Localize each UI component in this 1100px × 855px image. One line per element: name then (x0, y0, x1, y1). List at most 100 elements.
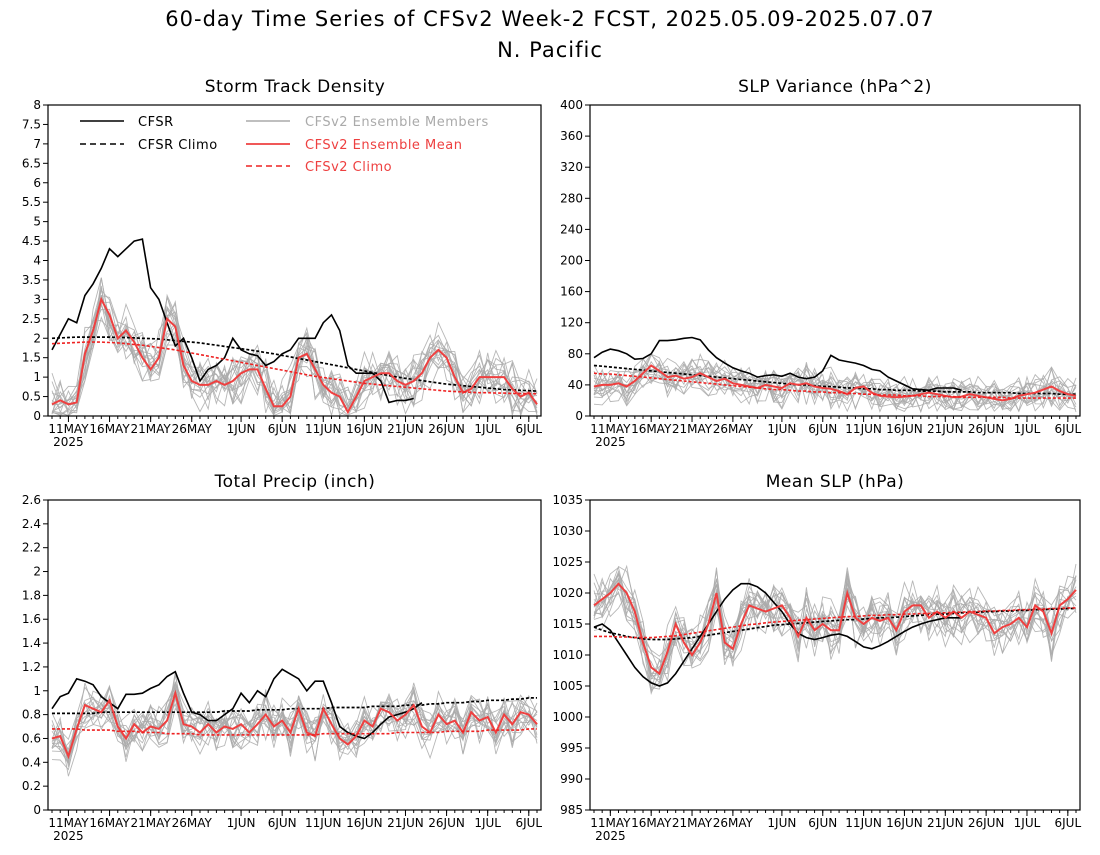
x-tick-label: 21MAY (672, 422, 713, 436)
x-tick-label: 1JUN (767, 816, 796, 830)
ensemble-member-line (593, 575, 1077, 684)
x-tick-label: 26JUN (428, 422, 465, 436)
y-tick-label: 1.5 (22, 351, 41, 365)
y-tick-label: 400 (560, 98, 583, 112)
x-year-label: 2025 (595, 829, 626, 843)
x-tick-label: 21JUN (387, 816, 424, 830)
x-tick-label: 1JUN (227, 816, 256, 830)
x-tick-label: 21JUN (927, 816, 964, 830)
ensemble-member-line (51, 681, 538, 761)
x-tick-label: 11JUN (845, 422, 882, 436)
y-tick-label: 280 (560, 191, 583, 205)
panel-title-mean-slp: Mean SLP (hPa) (766, 472, 905, 492)
cfsr-line (593, 336, 962, 392)
y-tick-label: 240 (560, 222, 583, 236)
figure-title: 60-day Time Series of CFSv2 Week-2 FCST,… (165, 7, 934, 31)
y-tick-label: 2.5 (22, 312, 41, 326)
legend-label-ens-mean: CFSv2 Ensemble Mean (305, 138, 462, 153)
y-tick-label: 1.2 (22, 660, 41, 674)
y-tick-label: 0 (575, 409, 583, 423)
ensemble-member-line (51, 289, 538, 416)
y-tick-label: 1 (33, 684, 41, 698)
y-tick-label: 80 (568, 347, 583, 361)
cfsv2-ensemble-mean-line (51, 689, 538, 760)
x-tick-label: 6JUL (1055, 422, 1082, 436)
cfsv2-climo-line (51, 341, 538, 395)
panel-mean-slp: 985 990 995 1000 1005 1010 1015 1020 1025 1030 103… (552, 493, 1081, 843)
x-tick-label: 6JUN (808, 422, 837, 436)
y-tick-label: 1 (33, 370, 41, 384)
x-tick-label: 6JUN (268, 816, 297, 830)
y-tick-label: 4 (33, 254, 41, 268)
y-tick-label: 995 (560, 741, 583, 755)
x-year-label: 2025 (53, 829, 84, 843)
x-tick-label: 11MAY (590, 422, 631, 436)
panel-frame (47, 499, 542, 811)
cfsv2-ensemble-mean-line (51, 296, 538, 415)
x-tick-label: 26JUN (428, 816, 465, 830)
x-tick-label: 11MAY (48, 422, 89, 436)
y-tick-label: 4.5 (22, 234, 41, 248)
x-tick-label: 16JUN (346, 816, 383, 830)
x-tick-label: 16JUN (886, 422, 923, 436)
x-tick-label: 26JUN (968, 422, 1005, 436)
plot-area (51, 238, 538, 416)
x-year-label: 2025 (53, 435, 84, 449)
x-tick-label: 16MAY (89, 816, 130, 830)
panel-frame (589, 499, 1081, 811)
panel-frame (589, 104, 1081, 417)
plot-area (593, 336, 1077, 414)
y-tick-label: 6 (33, 176, 41, 190)
x-tick-label: 6JUL (515, 816, 542, 830)
legend-label-cfsr: CFSR (138, 115, 174, 130)
y-tick-label: 1000 (552, 710, 583, 724)
y-tick-label: 8 (33, 98, 41, 112)
y-tick-label: 3 (33, 292, 41, 306)
x-tick-label: 26MAY (713, 816, 754, 830)
x-tick-label: 1JUL (1014, 816, 1041, 830)
x-tick-label: 6JUL (1055, 816, 1082, 830)
x-tick-label: 11MAY (590, 816, 631, 830)
plot-area (593, 563, 1077, 695)
y-tick-label: 0.6 (22, 731, 41, 745)
x-tick-label: 16MAY (89, 422, 130, 436)
y-tick-label: 5 (33, 215, 41, 229)
x-tick-label: 6JUN (808, 816, 837, 830)
x-tick-label: 16MAY (631, 422, 672, 436)
cfsr-climo-line (593, 364, 1076, 396)
x-tick-label: 11JUN (305, 422, 342, 436)
cfsv2-climo-line (593, 372, 1076, 399)
x-tick-label: 11JUN (845, 816, 882, 830)
y-tick-label: 160 (560, 285, 583, 299)
legend-label-cfsv2-climo: CFSv2 Climo (305, 160, 392, 175)
x-tick-label: 21MAY (672, 816, 713, 830)
y-tick-label: 0.5 (22, 390, 41, 404)
x-tick-label: 11JUN (305, 816, 342, 830)
legend-label-members: CFSv2 Ensemble Members (305, 115, 489, 130)
ensemble-member-line (593, 577, 1077, 680)
y-tick-label: 990 (560, 772, 583, 786)
x-year-label: 2025 (595, 435, 626, 449)
x-tick-label: 16JUN (886, 816, 923, 830)
panel-frame (47, 104, 542, 417)
y-tick-label: 2.2 (22, 541, 41, 555)
y-tick-label: 1.8 (22, 588, 41, 602)
y-tick-label: 0.8 (22, 708, 41, 722)
y-tick-label: 40 (568, 378, 583, 392)
y-tick-label: 2.6 (22, 493, 41, 507)
y-tick-label: 1010 (552, 648, 583, 662)
x-tick-label: 26MAY (172, 816, 213, 830)
y-tick-label: 0 (33, 803, 41, 817)
y-tick-label: 7.5 (22, 117, 41, 131)
y-tick-label: 2.4 (22, 517, 41, 531)
cfsv2-ensemble-mean-line (593, 582, 1077, 676)
y-tick-label: 1035 (552, 493, 583, 507)
legend: CFSR CFSR Climo CFSv2 Ensemble Members C… (80, 115, 489, 175)
panel-title-total-precip: Total Precip (inch) (214, 472, 376, 492)
y-tick-label: 1030 (552, 524, 583, 538)
panel-total-precip: 0 0.2 0.4 0.6 0.8 1 1.2 1.4 1.6 1.8 2 2.2 2.4 2.6 11MA… (22, 493, 543, 843)
y-tick-label: 7 (33, 137, 41, 151)
